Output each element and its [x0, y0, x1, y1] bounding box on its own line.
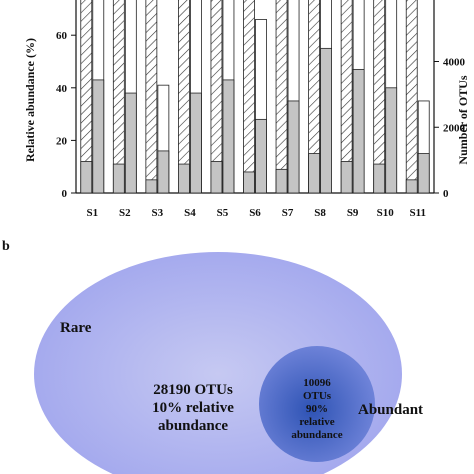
- bar-white-gray-S9: [352, 68, 365, 194]
- x-tick-label-S2: S2: [119, 207, 131, 219]
- abundant-relative-word: relative: [299, 416, 334, 428]
- x-tick-label-S3: S3: [152, 207, 164, 219]
- bar-hatched-S3: [145, 0, 158, 194]
- bar-white-gray-S10: [385, 87, 398, 194]
- y2-tick-label-2000: 2000: [443, 122, 466, 134]
- bar-white-gray-S7: [287, 100, 300, 194]
- bar-hatched-gray-S6: [243, 171, 255, 194]
- bar-hatched-gray-S8: [308, 153, 320, 194]
- x-tick-label-S5: S5: [217, 207, 229, 219]
- bar-hatched-S6: [243, 0, 255, 194]
- y-tick-label-40: 40: [56, 83, 68, 95]
- bar-white-gray-S11: [417, 153, 430, 194]
- bar-hatched-gray-S2: [112, 163, 125, 194]
- y-tick-label-0: 0: [62, 188, 68, 200]
- rare-otus: 28190 OTUs: [153, 382, 233, 398]
- bar-hatched-gray-S1: [80, 161, 93, 194]
- bar-hatched-gray-S5: [210, 161, 223, 194]
- abundant-percent: 90%: [306, 403, 328, 415]
- x-tick-label-S10: S10: [377, 207, 395, 219]
- bar-white-gray-S5: [222, 79, 235, 194]
- x-tick-label-S8: S8: [314, 207, 326, 219]
- y-tick-label-20: 20: [56, 135, 68, 147]
- x-tick-label-S9: S9: [347, 207, 359, 219]
- x-tick-label-S4: S4: [184, 207, 196, 219]
- abundant-otus-count: 10096: [303, 377, 331, 389]
- bar-hatched-gray-S4: [178, 163, 190, 194]
- abundant-label: Abundant: [358, 402, 423, 418]
- y-tick-label-60: 60: [56, 30, 68, 42]
- ticks-layer: S1 S2 S3 S4 S5 S6 S7 S8 S9 S10 S11 0 20 40 60 0 2000 4000: [56, 30, 466, 219]
- bar-chart-panel: S1 S2 S3 S4 S5 S6 S7 S8 S9 S10 S11 0 20 40 60 0 2000 4000…: [23, 0, 470, 219]
- venn-panel: b Rare 28190 OTUs 10% relative abundance…: [2, 239, 423, 474]
- x-tick-label-S1: S1: [86, 207, 98, 219]
- y-axis-title-left: Relative abundance (%): [23, 38, 37, 162]
- bar-hatched-gray-S10: [373, 163, 386, 194]
- bar-white-gray-S8: [320, 47, 332, 194]
- abundant-circle: [259, 346, 375, 462]
- x-tick-label-S6: S6: [249, 207, 261, 219]
- abundant-abundance-word: abundance: [291, 429, 342, 441]
- y2-tick-label-0: 0: [443, 188, 449, 200]
- bar-hatched-gray-S11: [405, 179, 418, 194]
- bar-hatched-S7: [275, 0, 288, 194]
- bars-layer: [80, 0, 430, 194]
- bar-hatched-gray-S9: [340, 161, 353, 194]
- y-axis-title-right: Number of OTUs: [456, 75, 470, 164]
- bar-white-gray-S3: [157, 150, 170, 194]
- bar-white-gray-S4: [190, 92, 202, 194]
- bar-hatched-S11: [405, 0, 418, 194]
- bar-white-gray-S6: [255, 118, 267, 194]
- abundant-otus-word: OTUs: [303, 390, 332, 402]
- bar-hatched-gray-S7: [275, 168, 288, 194]
- rare-percent: 10% relative: [152, 400, 234, 416]
- bar-white-gray-S1: [92, 79, 105, 194]
- bar-white-gray-S2: [124, 92, 137, 194]
- rare-abundance-word: abundance: [158, 418, 228, 434]
- rare-label: Rare: [60, 320, 92, 336]
- bar-hatched-gray-S3: [145, 179, 158, 194]
- x-tick-label-S7: S7: [282, 207, 294, 219]
- y2-tick-label-4000: 4000: [443, 57, 466, 69]
- x-tick-label-S11: S11: [409, 207, 426, 219]
- panel-label-b: b: [2, 239, 10, 254]
